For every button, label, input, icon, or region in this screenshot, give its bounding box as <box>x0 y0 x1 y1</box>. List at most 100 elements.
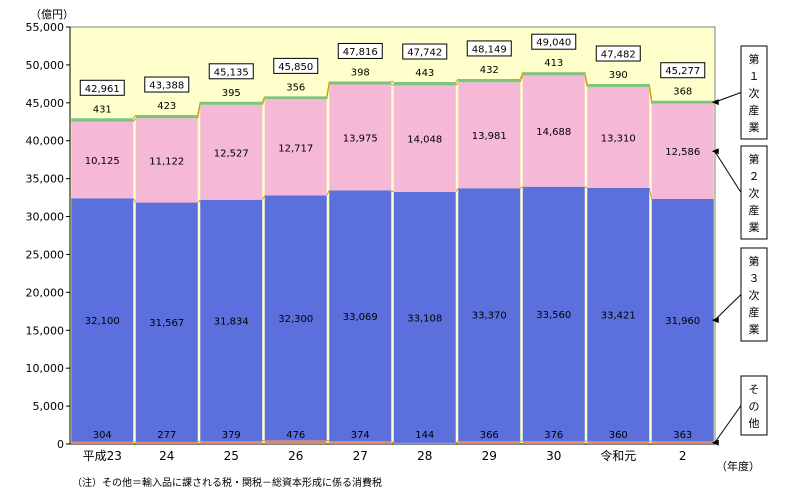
legend-text-tertiary: ３ <box>749 272 760 285</box>
value-label-other: 379 <box>222 430 241 441</box>
x-tick-label: 24 <box>159 449 174 463</box>
value-label-secondary: 12,527 <box>214 148 249 159</box>
legend-text-tertiary: 次 <box>749 288 760 302</box>
total-label-box <box>337 42 383 59</box>
value-label-primary: 390 <box>609 70 628 81</box>
total-label: 45,135 <box>214 67 249 78</box>
legend-text-secondary: 第 <box>749 152 760 166</box>
y-tick-label: 10,000 <box>26 362 65 375</box>
x-tick-label: 29 <box>482 449 497 463</box>
bar-segment-secondary <box>587 86 650 188</box>
total-label: 47,742 <box>407 48 442 59</box>
legend-leader-line <box>714 92 742 103</box>
value-label-secondary: 13,310 <box>601 133 636 144</box>
legend-text-secondary: 業 <box>749 221 760 234</box>
bar-segment-other <box>393 442 456 444</box>
total-label-box <box>466 40 512 57</box>
connector-line <box>391 80 394 83</box>
value-label-secondary: 11,122 <box>149 156 184 167</box>
legend-leader-arrow <box>711 439 719 446</box>
bar-segment-other <box>135 441 198 444</box>
legend-text-secondary: ２ <box>749 170 760 183</box>
x-tick-label: 26 <box>288 449 303 463</box>
connector-line <box>261 98 266 105</box>
connector-line <box>455 81 459 86</box>
bar-segment-tertiary <box>522 186 585 442</box>
value-label-tertiary: 32,300 <box>278 314 313 325</box>
value-label-primary: 432 <box>480 65 499 76</box>
connector-line <box>326 81 330 97</box>
total-label: 45,277 <box>665 66 700 77</box>
connector-line <box>132 114 137 119</box>
bar-segment-other <box>458 441 521 444</box>
connector-line <box>261 195 266 201</box>
bar-segment-other <box>200 441 263 444</box>
value-label-other: 476 <box>286 430 305 441</box>
connector-line <box>197 101 201 116</box>
legend-leader-line <box>714 405 742 443</box>
bar-segment-other <box>651 441 714 444</box>
bar-segment-secondary <box>393 85 456 192</box>
bar-segment-tertiary <box>458 188 521 442</box>
connector-line <box>648 83 653 101</box>
value-label-primary: 413 <box>544 58 563 69</box>
value-label-other: 360 <box>609 430 628 441</box>
legend-text-other: の <box>749 400 760 413</box>
total-label: 43,388 <box>149 81 184 92</box>
legend-text-primary: 業 <box>749 121 760 134</box>
bar-segment-tertiary <box>200 199 263 442</box>
bar-segment-primary <box>135 115 198 119</box>
connector-line <box>584 186 588 189</box>
total-label: 45,850 <box>278 62 313 73</box>
value-label-tertiary: 33,560 <box>536 310 571 321</box>
bar-segment-secondary <box>264 99 327 196</box>
legend-box-secondary <box>740 145 768 240</box>
value-label-secondary: 12,586 <box>665 147 700 158</box>
x-tick-label: 平成23 <box>83 449 122 463</box>
y-tick-label: 35,000 <box>26 173 65 186</box>
legend-box-tertiary <box>740 247 768 342</box>
bar-segment-tertiary <box>329 190 392 442</box>
value-label-primary: 443 <box>415 68 434 79</box>
legend-leader-arrow <box>711 148 719 155</box>
connector-line <box>519 186 524 189</box>
legend-text-tertiary: 業 <box>749 323 760 336</box>
value-label-secondary: 12,717 <box>278 143 313 154</box>
bar-segment-secondary <box>458 82 521 189</box>
bar-segment-tertiary <box>135 202 198 442</box>
value-label-other: 376 <box>544 430 563 441</box>
bar-segment-primary <box>458 78 521 83</box>
legend-text-other: そ <box>749 383 760 396</box>
connector-line <box>519 75 524 83</box>
value-label-primary: 423 <box>157 101 176 112</box>
value-label-primary: 356 <box>286 82 305 93</box>
bar-segment-tertiary <box>264 195 327 441</box>
value-label-tertiary: 31,960 <box>665 316 700 327</box>
bar-segment-other <box>522 441 585 444</box>
y-tick-label: 30,000 <box>26 211 65 224</box>
y-tick-label: 15,000 <box>26 324 65 337</box>
total-label-box <box>208 63 254 80</box>
connector-line <box>132 198 137 203</box>
connector-line <box>391 84 394 86</box>
connector-line <box>584 75 588 88</box>
bar-segment-primary <box>587 84 650 87</box>
bar-segment-primary <box>393 82 456 86</box>
y-tick-label: 20,000 <box>26 286 65 299</box>
connector-line <box>455 78 459 83</box>
value-label-other: 363 <box>673 430 692 441</box>
y-tick-label: 25,000 <box>26 248 65 261</box>
x-tick-label: 27 <box>353 449 368 463</box>
connector-line <box>326 439 330 442</box>
bar-segment-primary <box>264 96 327 100</box>
legend-text-secondary: 次 <box>749 186 760 200</box>
y-tick-label: 45,000 <box>26 97 65 110</box>
bar-segment-tertiary <box>651 198 714 442</box>
x-tick-label: 令和元 <box>600 448 636 463</box>
value-label-tertiary: 33,370 <box>472 311 507 322</box>
x-tick-label: 2 <box>679 449 687 463</box>
connector-line <box>326 190 330 196</box>
bar-segment-tertiary <box>587 187 650 442</box>
value-label-other: 144 <box>415 430 434 441</box>
